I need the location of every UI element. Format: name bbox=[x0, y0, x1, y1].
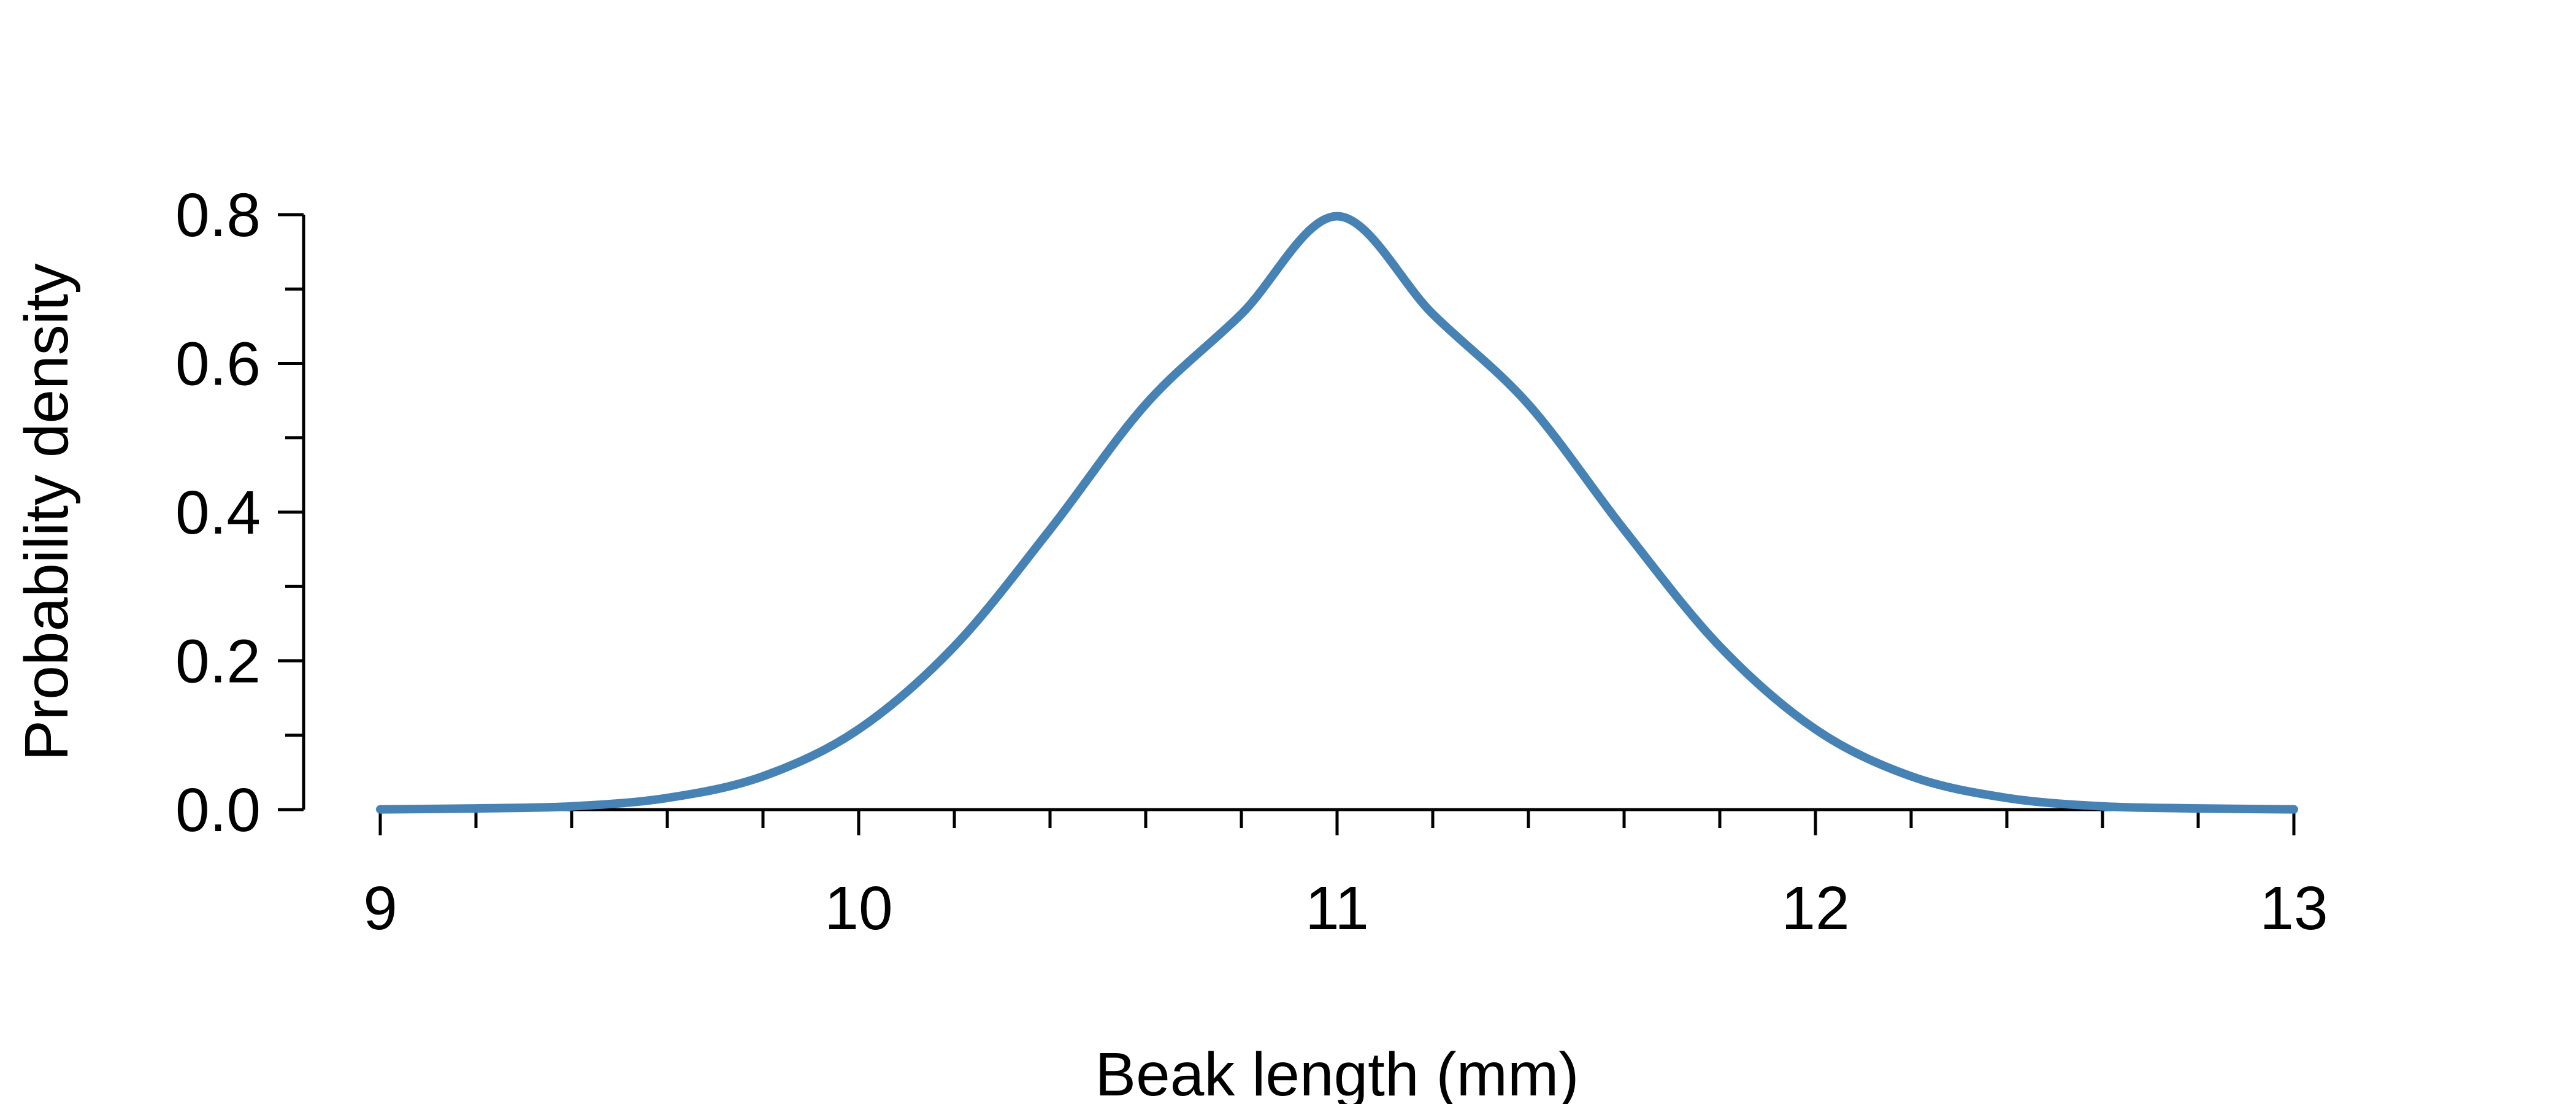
x-tick-label: 9 bbox=[363, 874, 397, 943]
y-axis-title: Probability density bbox=[12, 263, 81, 761]
x-tick-label: 12 bbox=[1781, 874, 1849, 943]
x-axis-title: Beak length (mm) bbox=[1095, 1040, 1579, 1104]
y-tick-label: 0.6 bbox=[175, 330, 261, 399]
density-curve bbox=[376, 212, 2298, 814]
x-axis: 9 10 11 12 13 bbox=[363, 808, 2328, 943]
y-tick-label: 0.4 bbox=[175, 478, 261, 547]
x-tick-label: 10 bbox=[824, 874, 892, 943]
y-tick-label: 0.8 bbox=[175, 181, 261, 250]
y-axis: 0.0 0.2 0.4 0.6 0.8 bbox=[175, 181, 305, 845]
y-tick-label: 0.2 bbox=[175, 627, 261, 696]
x-tick-label: 13 bbox=[2260, 874, 2328, 943]
y-tick-label: 0.0 bbox=[175, 776, 261, 845]
plot-area bbox=[376, 212, 2298, 814]
x-tick-label: 11 bbox=[1305, 874, 1369, 943]
